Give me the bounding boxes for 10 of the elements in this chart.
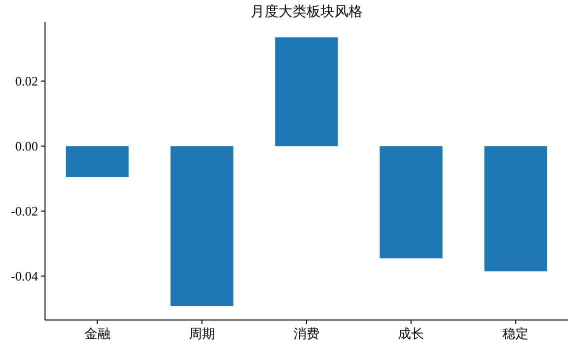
chart-title: 月度大类板块风格 <box>250 4 362 20</box>
x-tick-label: 消费 <box>294 326 320 341</box>
y-tick-label: -0.02 <box>10 204 38 219</box>
y-tick-label: 0.00 <box>15 138 38 154</box>
x-tick-label: 稳定 <box>502 326 529 341</box>
y-tick-label: -0.04 <box>10 268 38 284</box>
x-tick-label: 成长 <box>398 326 424 341</box>
y-tick-label: 0.02 <box>15 74 38 89</box>
x-tick-label: 周期 <box>188 326 215 341</box>
x-tick-label: 金融 <box>84 326 110 341</box>
